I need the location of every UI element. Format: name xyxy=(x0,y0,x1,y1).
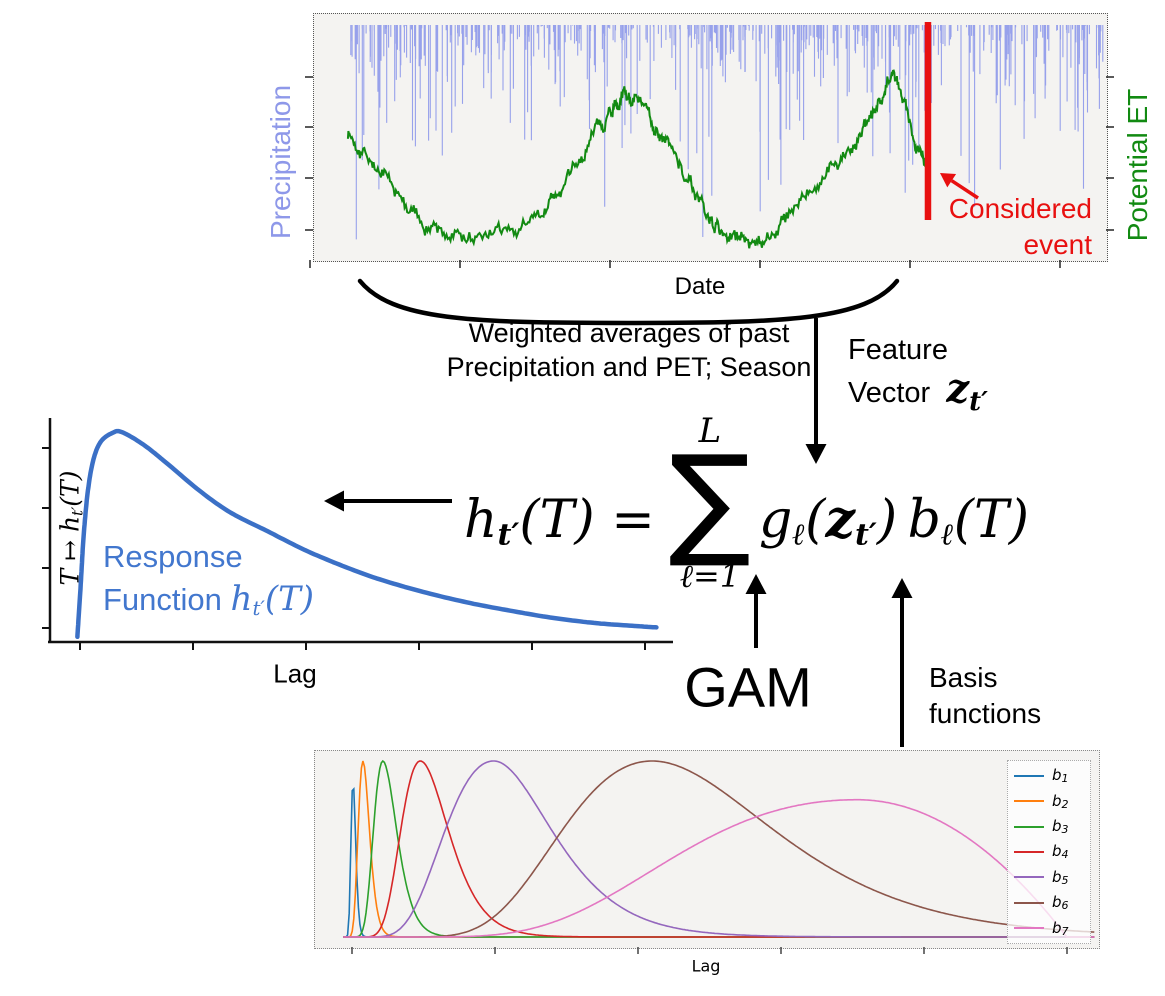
sum-lower-limit: ℓ=1 xyxy=(679,557,741,595)
weighted-averages-caption: Weighted averages of past Precipitation … xyxy=(447,316,812,384)
legend-swatch-b7 xyxy=(1014,927,1044,930)
sum-upper-limit: L xyxy=(698,411,722,451)
precipitation-series xyxy=(350,25,1104,240)
legend-entry-b3: b3 xyxy=(1014,817,1090,836)
legend-swatch-b1 xyxy=(1014,774,1044,777)
legend-label-b6: b6 xyxy=(1052,893,1069,913)
legend-label-b5: b5 xyxy=(1052,867,1069,887)
basis-functions-label: Basis functions xyxy=(929,660,1041,732)
legend-swatch-b5 xyxy=(1014,876,1044,879)
legend-entry-b2: b2 xyxy=(1014,792,1090,811)
basis-functions-line1: Basis xyxy=(929,662,998,693)
response-function-curve xyxy=(75,428,659,640)
sum-symbol: ∑ xyxy=(668,429,751,571)
basis-xlabel: Lag xyxy=(691,956,721,976)
legend-entry-b5: b5 xyxy=(1014,868,1090,887)
legend-entry-b4: b4 xyxy=(1014,842,1090,862)
gam-label: GAM xyxy=(684,655,812,719)
legend-entry-b6: b6 xyxy=(1014,893,1090,912)
legend-label-b1: b1 xyxy=(1052,766,1069,786)
basis-legend: b1 b2 b3 b4 b5 b6 b7 xyxy=(1007,760,1091,944)
response-function-caption: Response Function ht′(T) xyxy=(103,536,314,630)
legend-swatch-b4 xyxy=(1014,850,1044,853)
response-caption-word: Function xyxy=(103,582,222,617)
feature-vector-label: Feature Vector zt′ xyxy=(848,331,988,421)
potential-et-axis-label: Potential ET xyxy=(1122,88,1153,242)
basis-plot-area xyxy=(314,750,1100,949)
response-caption-line2: Function ht′(T) xyxy=(103,578,314,630)
legend-label-b4: b4 xyxy=(1052,842,1069,862)
equation-lhs: ht′(T) = xyxy=(464,490,655,553)
basis-curve-b1 xyxy=(343,787,1095,938)
precipitation-axis-label: Precipitation xyxy=(265,84,296,240)
legend-swatch-b2 xyxy=(1014,800,1044,803)
response-xlabel: Lag xyxy=(273,658,317,689)
legend-entry-b7: b7 xyxy=(1014,919,1090,938)
gam-arrow-head xyxy=(745,574,767,594)
response-ylabel: T ↦ ht′(T) xyxy=(55,470,87,586)
considered-event-line2: event xyxy=(1023,229,1093,260)
weighted-averages-line1: Weighted averages of past xyxy=(468,318,790,348)
potential-et-series xyxy=(346,69,929,249)
feature-vector-word: Vector xyxy=(848,377,931,409)
equation-rhs: gℓ(zt′) bℓ(T) xyxy=(758,489,1030,553)
legend-label-b3: b3 xyxy=(1052,816,1069,837)
feature-vector-symbol-sub: t′ xyxy=(969,386,988,417)
legend-label-b2: b2 xyxy=(1052,791,1069,811)
legend-swatch-b3 xyxy=(1014,825,1044,828)
brace xyxy=(357,278,900,326)
response-caption-line1: Response xyxy=(103,539,243,574)
weighted-averages-line2: Precipitation and PET; Season xyxy=(446,352,812,382)
legend-entry-b1: b1 xyxy=(1014,766,1090,785)
feature-vector-symbol: z xyxy=(946,365,970,412)
considered-event-arrow-head xyxy=(940,173,957,188)
considered-event-arrow-shaft xyxy=(950,179,979,200)
basis-functions-arrow-head xyxy=(891,578,913,598)
response-caption-math: ht′(T) xyxy=(230,579,315,620)
considered-event-line1: Considered xyxy=(948,193,1092,224)
basis-functions-line2: functions xyxy=(929,698,1042,729)
basis-curve-b6 xyxy=(343,760,1095,938)
equation-sum: L ∑ ℓ=1 xyxy=(669,414,751,592)
feature-vector-line2: Vector zt′ xyxy=(848,369,988,421)
equation-to-response-arrow-head xyxy=(324,490,344,512)
legend-swatch-b6 xyxy=(1014,901,1044,904)
date-axis-label: Date xyxy=(674,273,726,300)
basis-curve-b5 xyxy=(343,760,1095,938)
basis-curve-b7 xyxy=(343,798,1095,938)
legend-label-b7: b7 xyxy=(1052,918,1069,938)
gam-equation: ht′(T) = L ∑ ℓ=1 gℓ(zt′) bℓ(T) xyxy=(464,414,1029,592)
considered-event-label: Considered event xyxy=(949,191,1092,263)
feature-vector-arrow-head xyxy=(805,444,827,464)
feature-vector-line1: Feature xyxy=(848,334,948,366)
